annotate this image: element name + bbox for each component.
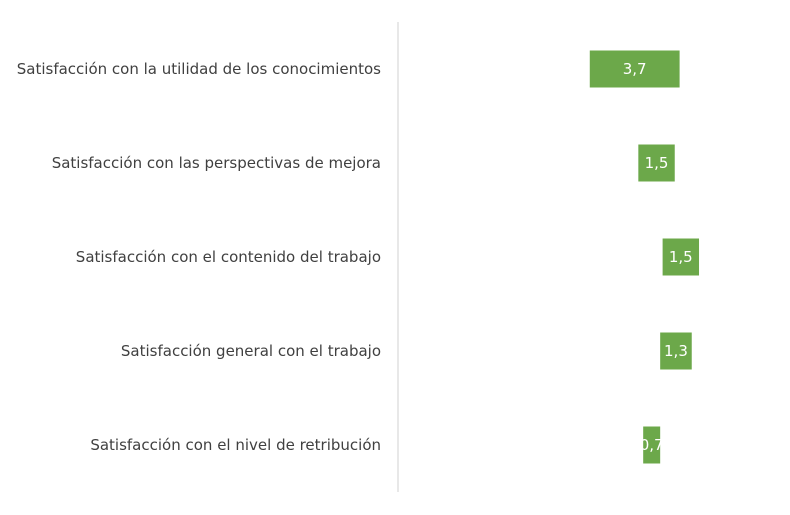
category-label: Satisfacción con el contenido del trabaj…	[76, 248, 381, 266]
category-label: Satisfacción general con el trabajo	[121, 342, 381, 360]
bar	[638, 144, 675, 182]
data-label: 1,5	[669, 248, 693, 266]
data-label: 3,7	[623, 60, 647, 78]
category-label: Satisfacción con la utilidad de los cono…	[17, 60, 381, 78]
bar	[643, 426, 661, 464]
bar-row: Satisfacción con el nivel de retribución…	[90, 426, 664, 464]
category-label: Satisfacción con las perspectivas de mej…	[52, 154, 381, 172]
bar-row: Satisfacción general con el trabajo 1,3	[121, 332, 692, 370]
bar-row: Satisfacción con el contenido del trabaj…	[76, 238, 700, 276]
data-label: 1,5	[645, 154, 669, 172]
data-label: 0,7	[640, 436, 664, 454]
data-label: 1,3	[664, 342, 688, 360]
category-label: Satisfacción con el nivel de retribución	[90, 436, 381, 454]
bar	[660, 332, 692, 370]
bar	[662, 238, 700, 276]
bar	[589, 50, 680, 88]
bar-row: Satisfacción con las perspectivas de mej…	[52, 144, 675, 182]
bar-row: Satisfacción con la utilidad de los cono…	[17, 50, 680, 88]
